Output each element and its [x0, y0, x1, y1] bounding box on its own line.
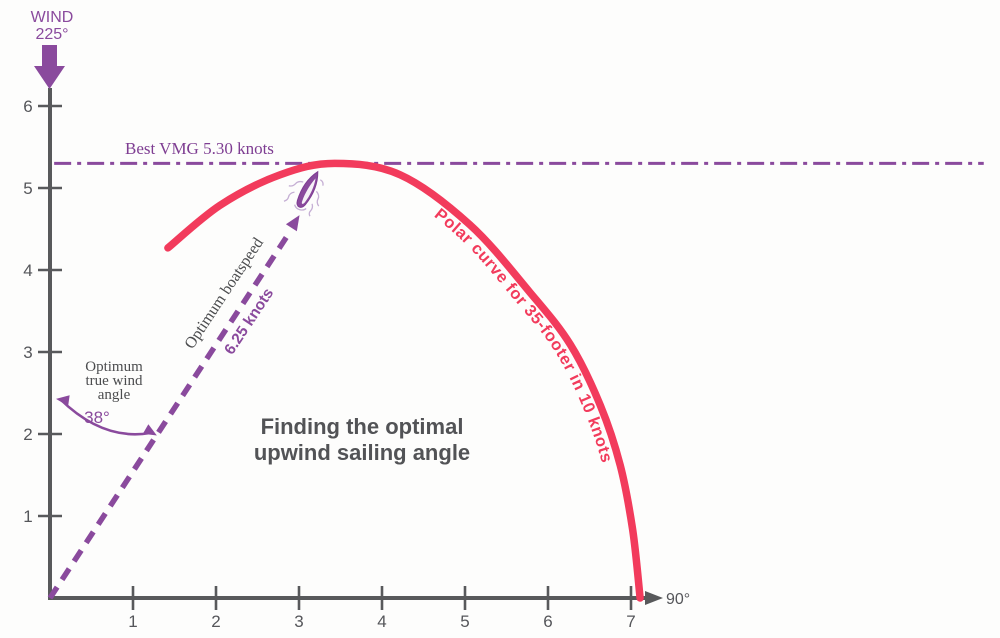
twa-label-line2: true wind — [85, 373, 143, 389]
twa-label-line3: angle — [98, 387, 131, 403]
x-tick-label: 5 — [460, 612, 469, 631]
y-tick-label: 1 — [23, 507, 32, 526]
axes: 1 2 3 4 5 6 7 1 2 3 4 5 6 90° — [23, 88, 690, 631]
boat-wake-lines — [283, 179, 324, 217]
wind-annotation: WIND 225° — [31, 9, 74, 89]
y-axis-ticks: 1 2 3 4 5 6 — [23, 97, 62, 526]
y-tick-label: 4 — [23, 261, 32, 280]
twa-label-line1: Optimum — [85, 359, 143, 375]
wind-angle-arc — [59, 398, 151, 436]
wind-label-line1: WIND — [31, 9, 74, 26]
x-tick-label: 6 — [543, 612, 552, 631]
x-axis-ticks: 1 2 3 4 5 6 7 — [128, 586, 636, 631]
boat-hull — [296, 170, 319, 208]
x-axis-end-label: 90° — [666, 591, 690, 608]
x-tick-label: 2 — [211, 612, 220, 631]
x-tick-label: 7 — [626, 612, 635, 631]
wind-angle-arc-arrowhead-left-icon — [56, 395, 70, 407]
boat-deck-highlight — [301, 178, 316, 204]
boatspeed-arrowhead-icon — [285, 215, 300, 232]
wind-arrow-icon — [34, 45, 65, 89]
chart-title: Finding the optimal upwind sailing angle — [254, 414, 470, 465]
x-axis-arrowhead-icon — [645, 591, 663, 605]
title-line2: upwind sailing angle — [254, 440, 470, 465]
true-wind-angle-annotation: Optimum true wind angle 38° — [56, 359, 157, 436]
wind-angle-arc-arrowhead-right-icon — [142, 424, 157, 436]
y-tick-label: 5 — [23, 179, 32, 198]
polar-curve — [164, 159, 644, 602]
boatspeed-vector-line — [47, 229, 294, 600]
x-tick-label: 1 — [128, 612, 137, 631]
x-tick-label: 3 — [294, 612, 303, 631]
sailboat-icon — [283, 170, 324, 217]
x-tick-label: 4 — [377, 612, 386, 631]
y-tick-label: 2 — [23, 425, 32, 444]
title-line1: Finding the optimal — [261, 414, 464, 439]
y-tick-label: 3 — [23, 343, 32, 362]
polar-curve-label-path — [162, 178, 623, 598]
y-tick-label: 6 — [23, 97, 32, 116]
best-vmg-label: Best VMG 5.30 knots — [125, 139, 274, 158]
wind-label-line2: 225° — [35, 26, 68, 43]
